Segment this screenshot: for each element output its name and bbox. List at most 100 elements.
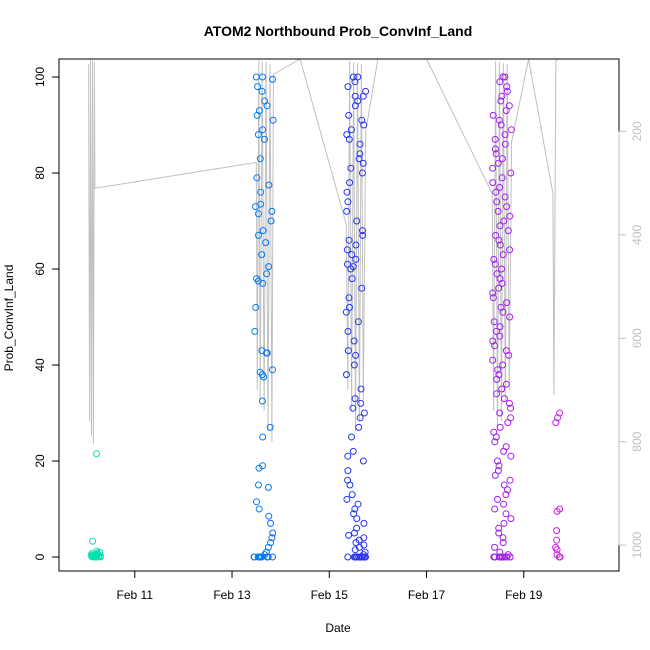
data-point xyxy=(496,183,504,191)
data-point xyxy=(347,126,355,134)
y-tick-label: 80 xyxy=(33,166,47,180)
data-point xyxy=(346,303,353,311)
data-point xyxy=(492,433,500,441)
data-point xyxy=(254,83,262,91)
y2-tick-label: 1000 xyxy=(630,531,644,558)
data-point xyxy=(504,486,511,494)
data-point xyxy=(356,150,364,158)
data-point xyxy=(253,174,261,182)
data-point xyxy=(498,279,506,287)
data-point xyxy=(351,546,359,554)
data-point xyxy=(497,553,505,561)
data-point xyxy=(93,450,100,458)
data-point xyxy=(349,447,357,455)
track-line-layer xyxy=(88,58,559,445)
data-point xyxy=(494,495,501,503)
data-point xyxy=(502,380,510,388)
data-point xyxy=(504,227,512,235)
data-point xyxy=(262,239,270,247)
data-point xyxy=(498,265,506,273)
data-point xyxy=(553,527,561,535)
data-point xyxy=(491,543,499,551)
data-point xyxy=(351,529,358,537)
data-point xyxy=(352,241,360,249)
data-point xyxy=(495,236,503,244)
data-point xyxy=(491,438,499,446)
data-point xyxy=(498,385,506,393)
data-point xyxy=(491,342,499,350)
data-point xyxy=(348,275,356,283)
data-point xyxy=(265,263,273,271)
data-point xyxy=(267,217,275,225)
data-point xyxy=(269,553,276,561)
data-point xyxy=(265,512,273,520)
data-point xyxy=(251,327,259,335)
data-point xyxy=(356,140,364,148)
data-point xyxy=(494,159,502,167)
data-point xyxy=(356,414,364,422)
data-point xyxy=(345,531,353,539)
data-point xyxy=(502,510,510,518)
data-point xyxy=(355,155,363,163)
x-tick-label: Feb 19 xyxy=(505,588,543,602)
y2-tick-label: 200 xyxy=(630,121,644,141)
data-point xyxy=(345,294,353,302)
data-point xyxy=(264,483,272,491)
data-point xyxy=(505,351,513,359)
data-point xyxy=(553,507,561,515)
data-point xyxy=(354,318,362,326)
y-tick-label: 40 xyxy=(33,358,47,372)
chart-title: ATOM2 Northbound Prob_ConvInf_Land xyxy=(204,23,473,39)
data-point xyxy=(259,462,266,470)
data-point xyxy=(499,73,507,81)
data-point xyxy=(553,536,561,544)
data-point xyxy=(494,207,502,215)
data-point xyxy=(348,433,355,441)
data-point xyxy=(260,373,268,381)
data-point xyxy=(253,498,260,506)
plot-frame xyxy=(58,58,620,572)
y-tick-label: 20 xyxy=(33,454,47,468)
data-point xyxy=(254,131,262,139)
data-point xyxy=(360,409,368,417)
data-point xyxy=(498,155,506,163)
data-point xyxy=(505,102,513,110)
data-point xyxy=(97,552,104,560)
data-point xyxy=(259,73,266,81)
x-tick-label: Feb 11 xyxy=(117,588,154,602)
data-point xyxy=(495,116,503,124)
data-point xyxy=(495,284,503,292)
data-point xyxy=(342,308,350,316)
data-point xyxy=(350,361,358,369)
data-point xyxy=(268,534,276,542)
data-point xyxy=(359,457,367,465)
data-point xyxy=(346,481,354,489)
data-point xyxy=(345,111,353,119)
track-line xyxy=(88,58,559,445)
data-point xyxy=(500,500,508,508)
data-point xyxy=(253,111,261,119)
data-point xyxy=(496,409,504,417)
data-point xyxy=(494,467,502,475)
y-axis-label: Prob_ConvInf_Land xyxy=(2,265,16,372)
data-point xyxy=(501,140,509,148)
data-point xyxy=(494,366,502,374)
x-axis-label: Date xyxy=(325,621,351,635)
data-point xyxy=(343,495,351,503)
data-point xyxy=(359,159,367,167)
data-point xyxy=(502,107,510,115)
data-point xyxy=(344,260,351,268)
y-tick-label: 100 xyxy=(33,67,47,87)
data-point xyxy=(553,546,561,554)
data-point xyxy=(497,303,505,311)
data-point xyxy=(507,515,515,523)
data-point xyxy=(259,227,267,235)
secondary-y-axis: 200 400 600 800 1000 xyxy=(618,121,644,558)
data-point xyxy=(493,198,501,206)
data-point xyxy=(352,539,360,547)
data-point xyxy=(501,193,509,201)
data-point xyxy=(496,78,504,86)
data-point xyxy=(498,92,506,100)
y-axis: 0 20 40 60 80 100 xyxy=(33,67,60,560)
data-point xyxy=(349,404,357,412)
